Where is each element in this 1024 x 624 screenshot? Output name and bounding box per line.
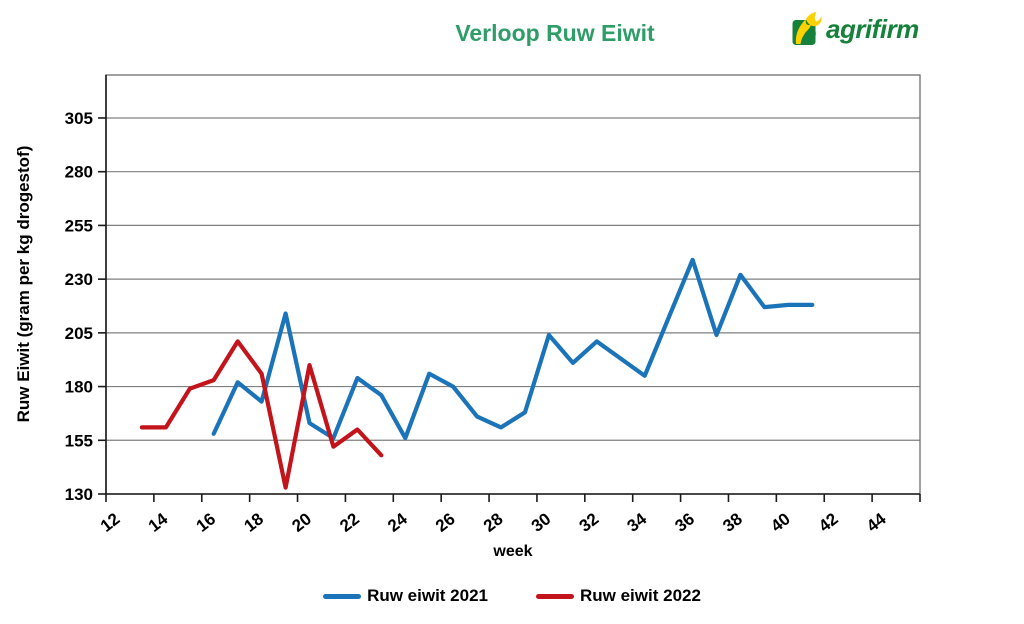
legend-item-2021: Ruw eiwit 2021 — [323, 586, 488, 606]
x-tick-label: 40 — [767, 509, 794, 536]
x-tick-label: 22 — [336, 509, 363, 536]
agrifirm-logo-text: agrifirm — [826, 13, 919, 44]
plot-border — [105, 74, 921, 495]
agrifirm-logo-icon — [792, 12, 822, 45]
x-tick-label: 30 — [528, 509, 555, 536]
y-tick-label: 305 — [65, 109, 93, 128]
x-tick-label: 34 — [624, 509, 651, 536]
legend-swatch-2021 — [323, 593, 362, 599]
x-tick-label: 38 — [719, 509, 746, 536]
y-tick-label: 130 — [65, 485, 93, 504]
legend-swatch-2022 — [536, 593, 574, 599]
chart-svg: 130 155 180 205 230 255 280 305 12 14 16 18 20 22 24 26… — [65, 74, 921, 560]
y-tick-label: 205 — [65, 324, 93, 343]
x-tick-label: 44 — [863, 509, 890, 536]
y-tick-label: 230 — [65, 270, 93, 289]
y-tick-label: 180 — [65, 378, 93, 397]
x-tick-label: 28 — [480, 509, 507, 536]
chart-legend: Ruw eiwit 2021 Ruw eiwit 2022 — [0, 586, 1024, 606]
x-tick-label: 36 — [671, 509, 698, 536]
legend-label-2021: Ruw eiwit 2021 — [367, 586, 488, 605]
x-tick-label: 12 — [97, 509, 124, 536]
x-axis-title: week — [492, 543, 532, 560]
x-tick-label: 18 — [241, 509, 268, 536]
agrifirm-logo: agrifirm — [792, 12, 919, 46]
series-line-ruw-eiwit-2021 — [211, 257, 815, 441]
x-tick-label: 42 — [815, 509, 842, 536]
y-tick-label: 255 — [65, 216, 93, 235]
x-tick-label: 16 — [193, 509, 220, 536]
y-tick-label: 155 — [65, 431, 93, 450]
x-tick-label: 14 — [145, 509, 172, 536]
series-line-ruw-eiwit-2022 — [139, 339, 384, 490]
chart-title: Verloop Ruw Eiwit — [455, 20, 655, 46]
legend-label-2022: Ruw eiwit 2022 — [580, 586, 701, 605]
x-tick-label: 20 — [288, 509, 315, 536]
x-tick-label: 26 — [432, 509, 459, 536]
legend-item-2022: Ruw eiwit 2022 — [536, 586, 701, 606]
x-tick-label: 32 — [576, 509, 603, 536]
y-tick-label: 280 — [65, 163, 93, 182]
x-tick-label: 24 — [384, 509, 411, 536]
